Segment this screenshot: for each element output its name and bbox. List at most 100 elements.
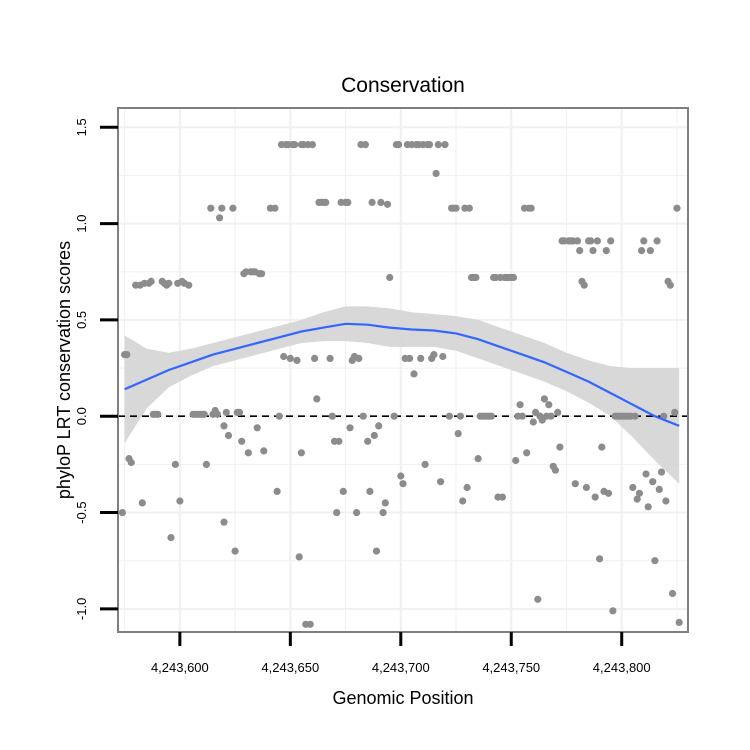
data-point xyxy=(346,424,354,432)
data-point xyxy=(649,478,657,486)
data-point xyxy=(434,141,442,149)
data-point xyxy=(275,412,283,420)
data-point xyxy=(516,401,524,409)
data-point xyxy=(554,408,562,416)
data-point xyxy=(671,408,679,416)
data-point xyxy=(673,204,681,212)
data-point xyxy=(638,247,646,255)
data-point xyxy=(598,443,606,451)
y-axis-title: phyloP LRT conservation scores xyxy=(54,241,74,499)
data-point xyxy=(202,460,210,468)
data-point xyxy=(253,424,261,432)
data-point xyxy=(571,480,579,488)
data-point xyxy=(589,247,597,255)
data-point xyxy=(397,472,405,480)
data-point xyxy=(326,354,334,362)
data-point xyxy=(328,412,336,420)
data-point xyxy=(474,455,482,463)
data-point xyxy=(213,410,221,418)
data-point xyxy=(576,247,584,255)
y-tick-label: 1.0 xyxy=(74,215,89,233)
data-point xyxy=(238,437,246,445)
data-point xyxy=(339,487,347,495)
data-point xyxy=(441,141,449,149)
data-point xyxy=(355,354,363,362)
data-point xyxy=(244,449,252,457)
data-point xyxy=(395,141,403,149)
data-point xyxy=(430,351,438,359)
data-point xyxy=(653,237,661,245)
data-point xyxy=(454,430,462,438)
data-point xyxy=(456,412,464,420)
data-point xyxy=(662,497,670,505)
y-axis: -1.0 -0.5 0.0 0.5 1.0 1.5 xyxy=(74,118,118,620)
data-point xyxy=(465,204,473,212)
data-point xyxy=(297,449,305,457)
data-point xyxy=(224,431,233,440)
data-point xyxy=(322,198,330,206)
data-point xyxy=(176,497,184,505)
data-point xyxy=(529,418,537,426)
data-point xyxy=(596,555,604,563)
data-point xyxy=(452,204,460,212)
data-point xyxy=(308,141,316,149)
data-point xyxy=(509,273,518,282)
data-point xyxy=(633,495,641,503)
data-point xyxy=(668,589,677,598)
data-point xyxy=(651,557,659,565)
data-point xyxy=(381,499,389,507)
data-point xyxy=(375,422,383,430)
data-point xyxy=(437,478,445,486)
data-point xyxy=(518,412,526,420)
data-point xyxy=(368,198,376,206)
data-point xyxy=(472,273,480,282)
data-point xyxy=(185,281,193,289)
data-point xyxy=(432,169,440,178)
data-point xyxy=(295,553,303,561)
data-point xyxy=(547,412,555,420)
confidence-band-area xyxy=(124,306,680,484)
data-point xyxy=(218,204,226,212)
chart-title: Conservation xyxy=(341,74,465,97)
grid xyxy=(118,108,688,632)
x-tick-label: 4,243,800 xyxy=(593,660,651,675)
data-point xyxy=(609,607,617,615)
data-point xyxy=(200,410,208,418)
x-tick-label: 4,243,750 xyxy=(482,660,540,675)
data-point xyxy=(390,412,398,420)
smooth-curve xyxy=(124,322,680,427)
data-point xyxy=(207,204,215,212)
data-point xyxy=(154,410,162,418)
data-point xyxy=(512,456,520,465)
smooth-line xyxy=(124,322,680,427)
data-point xyxy=(463,483,471,492)
data-point xyxy=(635,489,644,497)
data-point xyxy=(216,214,224,222)
data-point xyxy=(631,412,639,420)
data-point xyxy=(229,204,237,212)
data-point xyxy=(629,483,637,492)
data-point xyxy=(260,447,268,455)
data-point xyxy=(311,354,319,362)
data-point xyxy=(386,273,394,282)
data-point xyxy=(556,443,564,451)
data-point xyxy=(410,370,418,378)
data-point xyxy=(167,534,175,542)
x-axis: 4,243,600 4,243,650 4,243,700 4,243,750 4,24… xyxy=(151,632,651,675)
data-point xyxy=(333,508,341,517)
data-point xyxy=(372,547,381,555)
data-point xyxy=(293,356,301,364)
data-point xyxy=(344,198,352,206)
data-point xyxy=(551,466,560,474)
data-point xyxy=(383,200,392,208)
data-point xyxy=(291,141,299,149)
data-point xyxy=(675,618,683,627)
data-point xyxy=(459,497,467,505)
data-point xyxy=(425,141,434,149)
data-point xyxy=(313,395,321,403)
data-point xyxy=(377,198,385,206)
data-point xyxy=(545,401,553,409)
data-point xyxy=(644,503,652,511)
data-point xyxy=(591,493,599,501)
data-point xyxy=(361,141,369,149)
